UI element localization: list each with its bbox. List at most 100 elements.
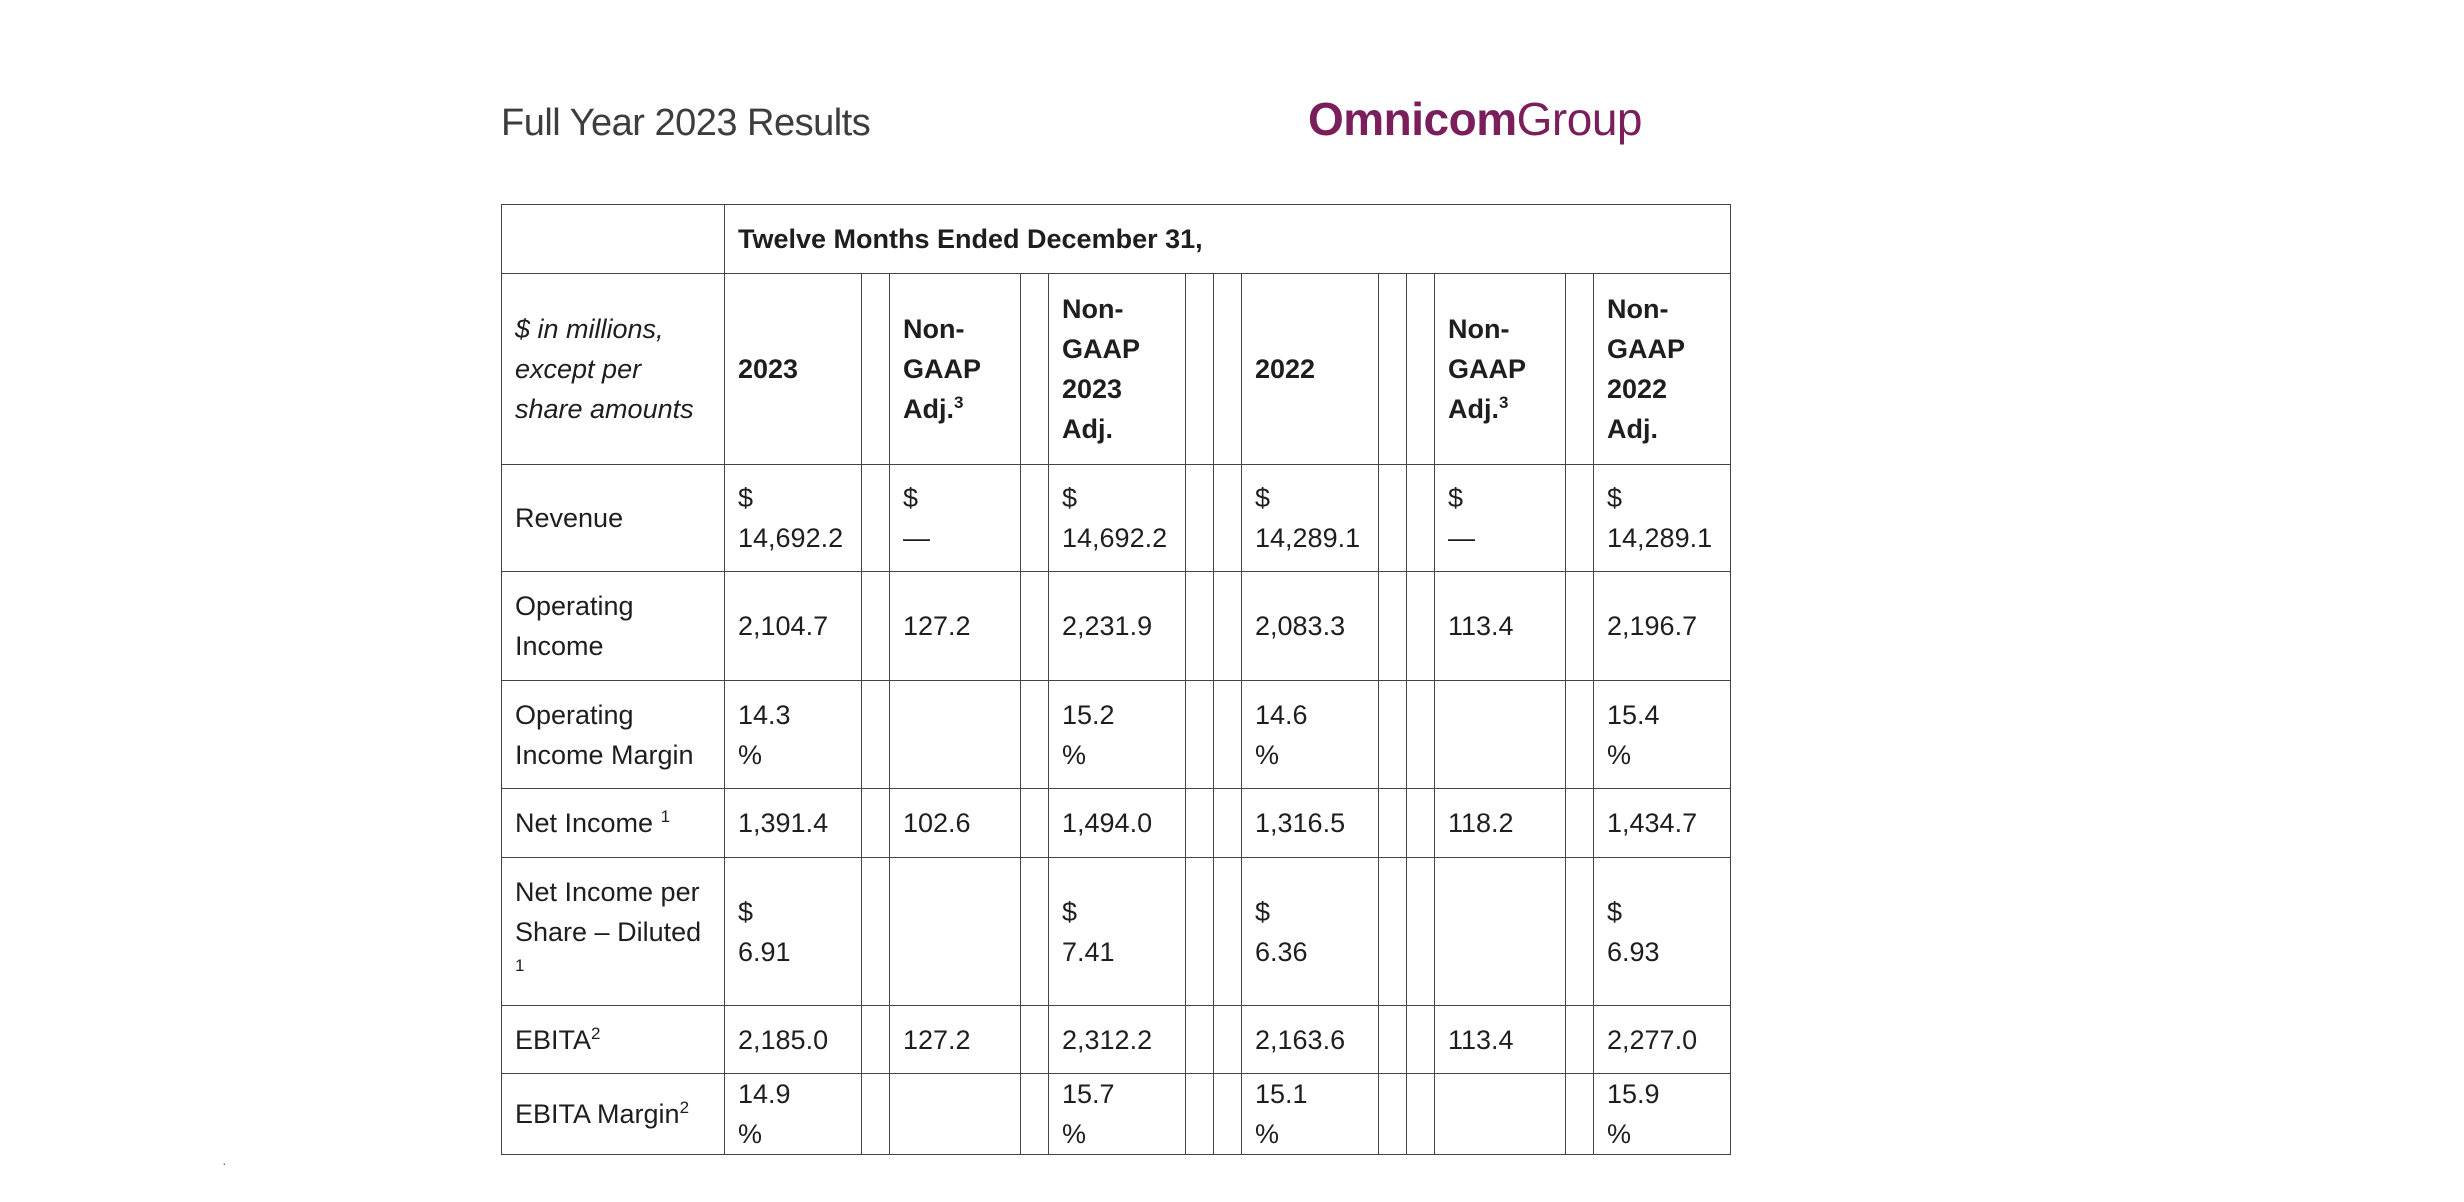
table-row: EBITA Margin2 14.9 % 15.7 % 15.1 % 15.9 % [501, 1073, 1731, 1155]
spacer-cell [1020, 1005, 1049, 1074]
spacer-cell [1406, 571, 1435, 681]
spacer-cell [1213, 464, 1242, 572]
cell-adj-2022 [1434, 1073, 1566, 1155]
logo-light-text: Group [1516, 93, 1643, 145]
cell-adj-2023 [889, 1073, 1021, 1155]
cell-non-gaap-2022: 15.4 % [1593, 680, 1731, 789]
spacer-cell [1378, 571, 1407, 681]
col-header-adj-2022: Non-GAAP Adj.3 [1434, 273, 1566, 465]
col-header-non-gaap-2022: Non-GAAP 2022 Adj. [1593, 273, 1731, 465]
cell-non-gaap-2023: $ 14,692.2 [1048, 464, 1186, 572]
spacer-cell [1185, 1005, 1214, 1074]
spacer-cell [1378, 857, 1407, 1006]
cell-2023: 2,185.0 [724, 1005, 862, 1074]
cell-adj-2022: 118.2 [1434, 788, 1566, 858]
col-header-adj-2022-text: Non-GAAP Adj. [1448, 314, 1526, 424]
cell-non-gaap-2023: 2,231.9 [1048, 571, 1186, 681]
spacer-cell [1406, 464, 1435, 572]
cell-non-gaap-2022: 1,434.7 [1593, 788, 1731, 858]
cell-non-gaap-2023: 15.7 % [1048, 1073, 1186, 1155]
spacer-cell [1185, 571, 1214, 681]
cell-2022: $ 6.36 [1241, 857, 1379, 1006]
spacer-cell [861, 680, 890, 789]
cell-non-gaap-2022: 2,277.0 [1593, 1005, 1731, 1074]
cell-adj-2023: 127.2 [889, 1005, 1021, 1074]
cell-adj-2022 [1434, 857, 1566, 1006]
cell-2023: 14.9 % [724, 1073, 862, 1155]
column-header-row: $ in millions, except per share amounts … [501, 273, 1731, 465]
spacer-cell [1565, 273, 1594, 465]
row-label-text: EBITA Margin [515, 1099, 680, 1129]
cell-non-gaap-2022: $ 6.93 [1593, 857, 1731, 1006]
row-label: EBITA2 [501, 1005, 725, 1074]
spacer-cell [1378, 680, 1407, 789]
cell-2023: $ 6.91 [724, 857, 862, 1006]
footnote-marker: 1 [660, 807, 671, 826]
row-label-text: Operating Income Margin [515, 699, 694, 770]
cell-2022: 1,316.5 [1241, 788, 1379, 858]
cell-non-gaap-2022: $ 14,289.1 [1593, 464, 1731, 572]
cell-2022: 2,083.3 [1241, 571, 1379, 681]
cell-2023: 1,391.4 [724, 788, 862, 858]
spacer-cell [1565, 1073, 1594, 1155]
table-row: Operating Income 2,104.7 127.2 2,231.9 2,083… [501, 571, 1731, 681]
cell-non-gaap-2022: 2,196.7 [1593, 571, 1731, 681]
spacer-cell [1565, 680, 1594, 789]
spacer-cell [1406, 680, 1435, 789]
spacer-cell [861, 464, 890, 572]
cell-adj-2022 [1434, 680, 1566, 789]
spacer-cell [1185, 273, 1214, 465]
spacer-cell [1378, 273, 1407, 465]
spacer-cell [1213, 857, 1242, 1006]
row-label-text: Net Income [515, 808, 661, 838]
cell-non-gaap-2023: 15.2 % [1048, 680, 1186, 789]
spacer-cell [1020, 1073, 1049, 1155]
row-label-text: Net Income per Share – Diluted [515, 876, 702, 947]
row-label: EBITA Margin2 [501, 1073, 725, 1155]
table-row: Net Income per Share – Diluted 1 $ 6.91 $ … [501, 857, 1731, 1006]
spacer-cell [1565, 464, 1594, 572]
cell-adj-2023 [889, 857, 1021, 1006]
spacer-cell [1020, 680, 1049, 789]
spacer-cell [1378, 1073, 1407, 1155]
cell-2023: 14.3 % [724, 680, 862, 789]
cell-non-gaap-2023: $ 7.41 [1048, 857, 1186, 1006]
row-label: Operating Income Margin [501, 680, 725, 789]
row-label: Net Income 1 [501, 788, 725, 858]
spacer-cell [861, 1073, 890, 1155]
spacer-cell [1020, 464, 1049, 572]
row-label-text: EBITA [515, 1024, 592, 1055]
spacer-cell [861, 571, 890, 681]
col-header-adj-2023-text: Non-GAAP Adj. [903, 314, 981, 424]
row-label: Operating Income [501, 571, 725, 681]
cell-2022: 15.1 % [1241, 1073, 1379, 1155]
period-header: Twelve Months Ended December 31, [724, 204, 1731, 274]
cell-2023: 2,104.7 [724, 571, 862, 681]
cell-2022: $ 14,289.1 [1241, 464, 1379, 572]
table-row: Operating Income Margin 14.3 % 15.2 % 14.6 … [501, 680, 1731, 789]
spacer-cell [861, 788, 890, 858]
spacer-cell [1213, 1073, 1242, 1155]
omnicom-group-logo: OmnicomGroup [1308, 92, 1643, 146]
spacer-cell [1185, 857, 1214, 1006]
spacer-cell [1185, 464, 1214, 572]
spacer-cell [1406, 857, 1435, 1006]
cell-adj-2022: $ — [1434, 464, 1566, 572]
spacer-cell [1213, 680, 1242, 789]
table-row: EBITA2 2,185.0 127.2 2,312.2 2,163.6 113.4 2,2… [501, 1005, 1731, 1074]
results-table: Twelve Months Ended December 31, $ in mi… [501, 204, 1731, 1155]
cell-adj-2023: 127.2 [889, 571, 1021, 681]
cell-non-gaap-2023: 1,494.0 [1048, 788, 1186, 858]
spacer-cell [1406, 788, 1435, 858]
units-label: $ in millions, except per share amounts [501, 273, 725, 465]
spacer-cell [1185, 680, 1214, 789]
row-label-text: Operating Income [515, 591, 634, 661]
cell-adj-2022: 113.4 [1434, 571, 1566, 681]
spacer-cell [861, 1005, 890, 1074]
page-title: Full Year 2023 Results [501, 102, 871, 144]
spacer-cell [1565, 857, 1594, 1006]
empty-corner-cell [501, 204, 725, 274]
logo-bold-text: Omnicom [1308, 93, 1517, 145]
spacer-cell [1378, 464, 1407, 572]
col-header-2023: 2023 [724, 273, 862, 465]
